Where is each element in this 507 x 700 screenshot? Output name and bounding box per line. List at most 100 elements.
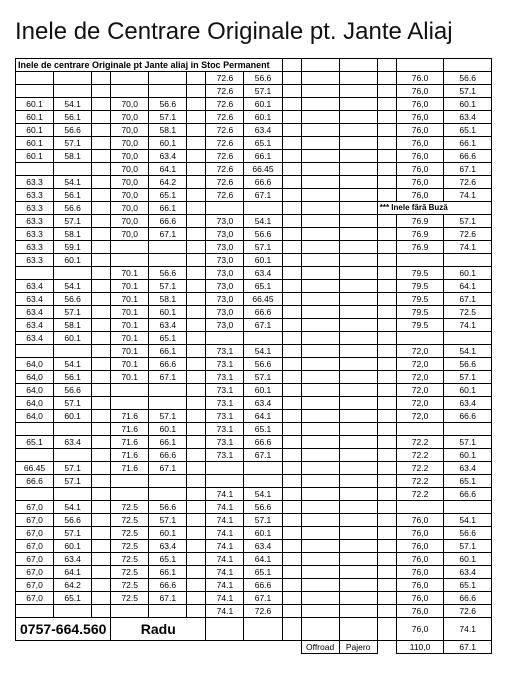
cell: 70,0 — [111, 163, 149, 176]
cell — [282, 384, 301, 397]
cell — [444, 423, 492, 436]
cell — [282, 618, 301, 641]
cell: 60.1 — [444, 553, 492, 566]
cell — [149, 605, 187, 618]
cell: 60.1 — [16, 150, 54, 163]
cell — [301, 423, 339, 436]
cell: 54.1 — [244, 345, 282, 358]
cell: 56.6 — [444, 72, 492, 85]
table-row: 63.358.170,067.173,056.676.972.6 — [16, 228, 492, 241]
table-row: 71.666.673.167.172.260.1 — [16, 449, 492, 462]
cell — [377, 98, 396, 111]
cell: 66.6 — [244, 579, 282, 592]
cell: 72.2 — [396, 475, 444, 488]
cell: 64.2 — [149, 176, 187, 189]
cell — [92, 488, 111, 501]
cell: 63.4 — [244, 124, 282, 137]
cell — [206, 618, 244, 641]
cell: 66.6 — [149, 449, 187, 462]
cell — [339, 306, 377, 319]
cell: 60.1 — [444, 449, 492, 462]
cell: 72.2 — [396, 488, 444, 501]
cell — [282, 527, 301, 540]
cell — [339, 371, 377, 384]
cell: 63.4 — [16, 319, 54, 332]
cell: 76,0 — [396, 592, 444, 605]
cell: 76,0 — [396, 150, 444, 163]
cell — [301, 514, 339, 527]
cell — [187, 501, 206, 514]
cell — [282, 449, 301, 462]
cell — [301, 72, 339, 85]
cell — [301, 553, 339, 566]
cell: 56.1 — [54, 371, 92, 384]
cell — [92, 527, 111, 540]
cell — [282, 98, 301, 111]
cell — [187, 85, 206, 98]
cell: 65.1 — [244, 137, 282, 150]
cell — [92, 137, 111, 150]
cell — [187, 384, 206, 397]
cell — [377, 267, 396, 280]
cell — [377, 540, 396, 553]
cell — [92, 514, 111, 527]
cell — [377, 137, 396, 150]
cell: 76.0 — [396, 72, 444, 85]
cell: 76.9 — [396, 228, 444, 241]
cell: 72.5 — [111, 579, 149, 592]
cell — [282, 228, 301, 241]
cell — [16, 449, 54, 462]
cell: 67.1 — [149, 228, 187, 241]
cell: 73,0 — [206, 293, 244, 306]
cell — [339, 176, 377, 189]
cell — [16, 345, 54, 358]
cell — [187, 553, 206, 566]
cell: 54.1 — [54, 501, 92, 514]
cell: 63.3 — [16, 228, 54, 241]
cell: 66.6 — [244, 306, 282, 319]
table-row: 63.357.170,066.673,054.176.957.1 — [16, 215, 492, 228]
cell: 57.1 — [244, 371, 282, 384]
cell: 73,0 — [206, 280, 244, 293]
cell: 65.1 — [444, 475, 492, 488]
cell — [16, 85, 54, 98]
cell: 71.6 — [111, 410, 149, 423]
cell: 56.6 — [444, 527, 492, 540]
table-row: 66.657.172.265.1 — [16, 475, 492, 488]
cell: 74.1 — [206, 592, 244, 605]
cell: 76,0 — [396, 566, 444, 579]
subtitle-row: Inele de centrare Originale pt Jante ali… — [16, 59, 492, 72]
cell: 70.1 — [111, 319, 149, 332]
cell — [92, 319, 111, 332]
cell — [377, 423, 396, 436]
cell — [187, 280, 206, 293]
cell — [377, 436, 396, 449]
cell: 64,0 — [16, 410, 54, 423]
cell — [377, 384, 396, 397]
cell: 70.1 — [111, 293, 149, 306]
cell — [339, 553, 377, 566]
cell — [301, 566, 339, 579]
cell — [54, 488, 92, 501]
cell: 73,0 — [206, 254, 244, 267]
cell — [339, 254, 377, 267]
cell: 54.1 — [244, 488, 282, 501]
cell — [339, 592, 377, 605]
cell: 67.1 — [444, 293, 492, 306]
table-row: 67,054.172.556.674.156.6 — [16, 501, 492, 514]
cell: 63.4 — [244, 540, 282, 553]
cell — [301, 215, 339, 228]
cell: 56.1 — [54, 111, 92, 124]
cell — [282, 189, 301, 202]
cell — [377, 358, 396, 371]
cell — [339, 488, 377, 501]
cell — [16, 488, 54, 501]
cell: 74.1 — [206, 540, 244, 553]
table-row: 63.458.170.163.473,067.179.574.1 — [16, 319, 492, 332]
cell: 72.6 — [206, 176, 244, 189]
cell — [187, 150, 206, 163]
cell: 58.1 — [149, 124, 187, 137]
cell: 67,0 — [16, 592, 54, 605]
cell — [54, 605, 92, 618]
cell — [187, 540, 206, 553]
